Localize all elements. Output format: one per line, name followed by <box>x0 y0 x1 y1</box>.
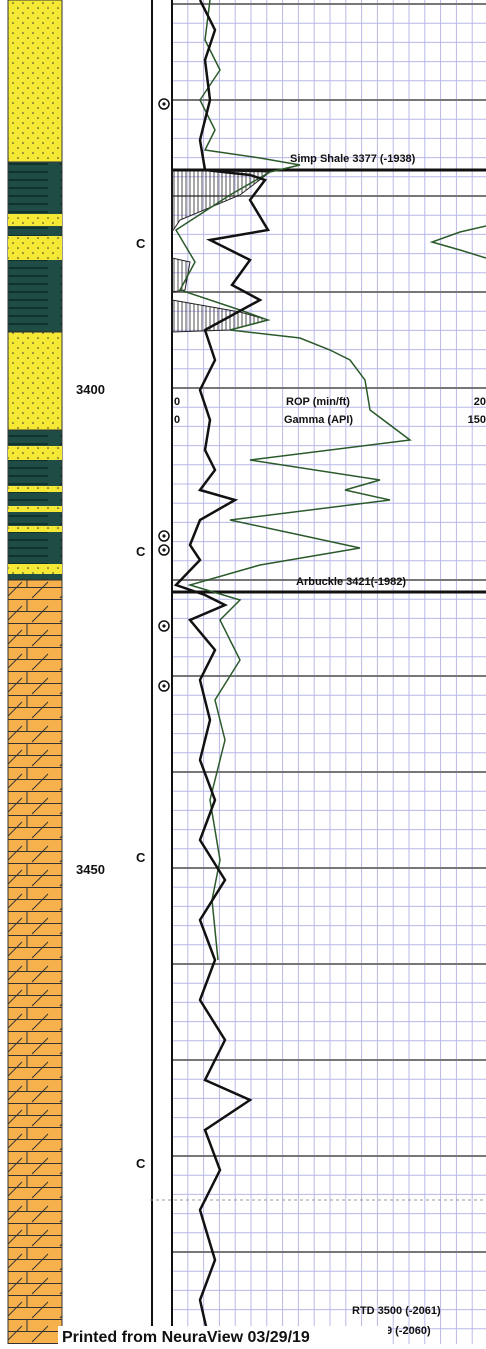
footer-bg <box>58 1326 388 1344</box>
gamma-label: Gamma (API) <box>284 414 353 426</box>
depth-label: 3400 <box>76 382 105 397</box>
gamma-curve <box>429 225 486 259</box>
rop-curve <box>173 0 271 1345</box>
core-symbols <box>158 98 170 692</box>
core-marker: C <box>136 1156 146 1171</box>
shale-fill <box>171 257 191 293</box>
rop-min: 0 <box>174 396 180 408</box>
lithology-column <box>7 0 63 1345</box>
core-marker: C <box>136 850 146 865</box>
gamma-curve <box>174 0 412 961</box>
rop-label: ROP (min/ft) <box>286 396 350 408</box>
depth-label: 3450 <box>76 862 105 877</box>
gamma-max: 150 <box>468 414 486 426</box>
formation-top: Arbuckle 3421(-1982) <box>296 576 406 588</box>
rop-max: 20 <box>474 396 486 408</box>
core-marker: C <box>136 236 146 251</box>
formation-top: Simp Shale 3377 (-1938) <box>290 153 416 165</box>
footer: Printed from NeuraView 03/29/19 <box>62 1329 310 1344</box>
gamma-min: 0 <box>174 414 180 426</box>
core-marker: C <box>136 544 146 559</box>
core-symbol-dots <box>162 102 166 688</box>
total-depth: RTD 3500 (-2061) <box>352 1305 441 1317</box>
